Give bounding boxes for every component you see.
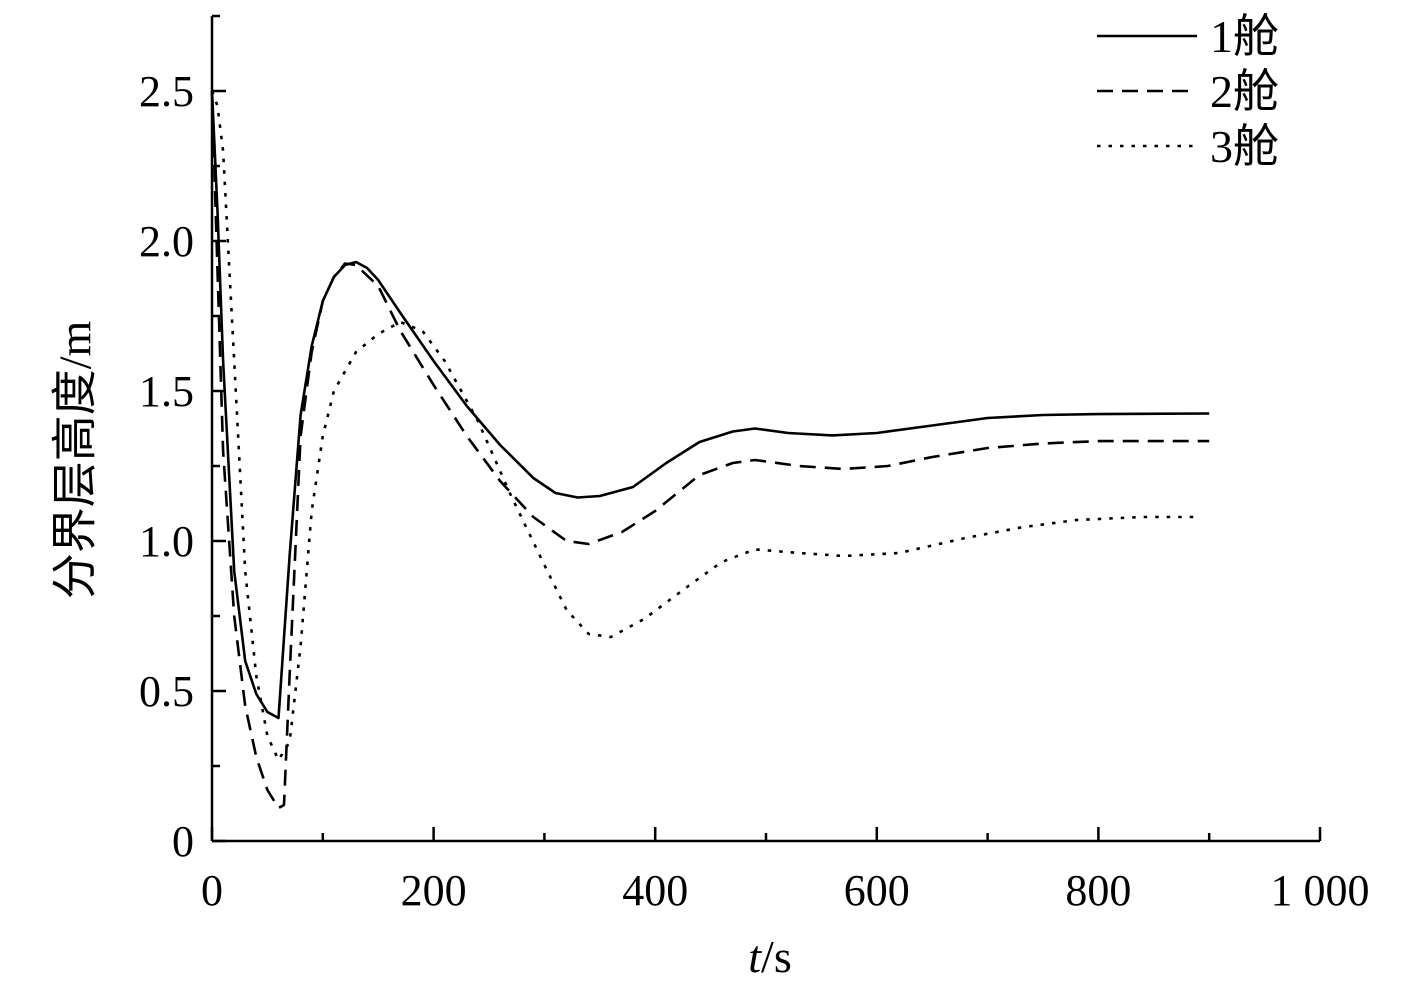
y-tick-label: 1.0 [139, 517, 194, 566]
x-tick-label: 800 [1065, 866, 1131, 915]
legend-label-1: 1舱 [1210, 11, 1279, 62]
y-tick-label: 2.5 [139, 67, 194, 116]
x-tick-label: 600 [844, 866, 910, 915]
x-axis-label: t/s [748, 931, 791, 982]
x-axis-label-variable: t [748, 931, 762, 982]
x-tick-label: 400 [622, 866, 688, 915]
y-tick-label: 0.5 [139, 667, 194, 716]
legend-label-2: 2舱 [1210, 66, 1279, 117]
series-line-1 [210, 90, 1210, 720]
x-tick-label: 1 000 [1271, 866, 1370, 915]
x-tick-label: 200 [401, 866, 467, 915]
y-ticks: 0 0.5 1.0 1.5 2.0 2.5 [139, 14, 226, 866]
legend-label-3: 3舱 [1210, 121, 1279, 172]
y-tick-label: 2.0 [139, 217, 194, 266]
series-line-2 [210, 90, 1210, 810]
series-group [210, 90, 1210, 810]
x-tick-label: 0 [201, 866, 223, 915]
x-ticks: 0 200 400 600 800 1 000 [201, 827, 1370, 915]
x-axis-label-unit: /s [761, 931, 792, 982]
y-tick-label: 1.5 [139, 367, 194, 416]
y-axis-label: 分界层高度/m [50, 321, 101, 600]
series-line-3 [210, 90, 1199, 762]
y-tick-label: 0 [172, 817, 194, 866]
axes [210, 16, 1320, 843]
